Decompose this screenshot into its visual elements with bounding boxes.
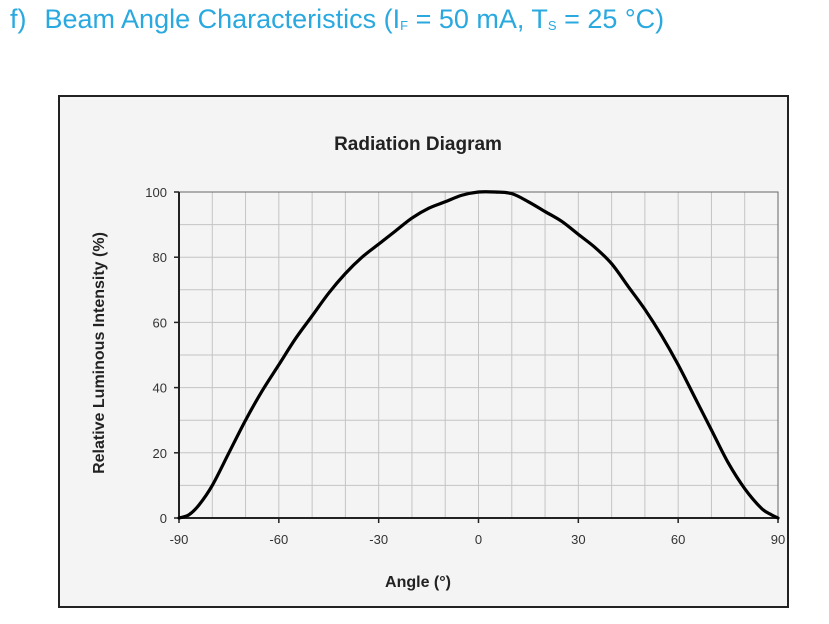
y-axis-label: Relative Luminous Intensity (%) (91, 232, 108, 474)
x-axis-label: Angle (°) (385, 574, 451, 591)
heading-subscript-f: F (400, 18, 409, 33)
x-tick-label: -90 (170, 532, 189, 547)
heading-mid: = 50 mA, T (408, 4, 548, 34)
y-tick-label: 100 (145, 185, 167, 200)
section-marker: f) (10, 4, 27, 34)
section-heading: f) Beam Angle Characteristics (IF = 50 mA… (10, 4, 664, 35)
y-tick-label: 40 (153, 381, 167, 396)
intensity-curve (177, 190, 780, 520)
tick-labels: -90 -60 -30 0 30 60 90 0 20 40 60 80 100 (145, 185, 785, 547)
x-tick-label: -60 (269, 532, 288, 547)
heading-prefix: Beam Angle Characteristics (I (44, 4, 401, 34)
grid-lines (178, 191, 779, 519)
y-tick-label: 0 (160, 511, 167, 526)
y-tick-label: 60 (153, 315, 167, 330)
axes (174, 191, 779, 523)
y-tick-label: 20 (153, 446, 167, 461)
chart-title: Radiation Diagram (334, 134, 502, 155)
x-tick-label: 0 (475, 532, 482, 547)
x-tick-label: 90 (771, 532, 785, 547)
heading-suffix: = 25 °C) (556, 4, 665, 34)
radiation-chart: -90 -60 -30 0 30 60 90 0 20 40 60 80 100 Radiation D… (91, 134, 785, 591)
x-tick-label: 30 (571, 532, 585, 547)
x-tick-label: 60 (671, 532, 685, 547)
chart-frame: -90 -60 -30 0 30 60 90 0 20 40 60 80 100 Radiation D… (58, 95, 789, 608)
y-tick-label: 80 (153, 250, 167, 265)
x-tick-label: -30 (369, 532, 388, 547)
heading-subscript-s: S (547, 18, 557, 33)
